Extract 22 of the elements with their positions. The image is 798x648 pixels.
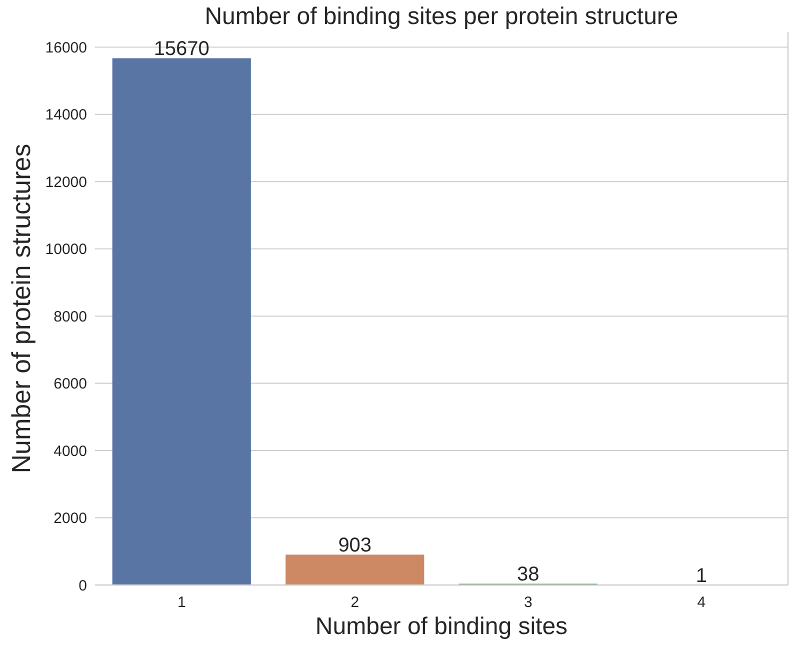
y-tick-label: 0 bbox=[78, 577, 87, 594]
x-tick-label: 4 bbox=[697, 594, 706, 611]
x-tick-label: 1 bbox=[177, 594, 186, 611]
y-tick-label: 10000 bbox=[45, 241, 87, 258]
y-tick-label: 14000 bbox=[45, 106, 87, 124]
y-axis-title: Number of protein structures bbox=[6, 144, 36, 474]
bar bbox=[286, 554, 424, 585]
y-tick-label: 12000 bbox=[45, 174, 87, 191]
data-label: 38 bbox=[517, 564, 540, 586]
data-label: 1 bbox=[696, 564, 707, 587]
x-tick-label: 2 bbox=[350, 594, 360, 611]
y-tick-label: 6000 bbox=[54, 376, 87, 393]
y-tick-label: 4000 bbox=[54, 442, 87, 460]
x-axis-title: Number of binding sites bbox=[315, 613, 568, 640]
y-tick-label: 16000 bbox=[45, 39, 87, 56]
data-label: 15670 bbox=[154, 38, 210, 60]
data-label: 903 bbox=[338, 534, 372, 557]
y-tick-label: 2000 bbox=[54, 510, 87, 528]
x-tick-label: 3 bbox=[524, 594, 532, 611]
y-tick-label: 8000 bbox=[54, 308, 87, 326]
chart-title: Number of binding sites per protein structure bbox=[204, 3, 678, 30]
bar bbox=[112, 58, 251, 585]
